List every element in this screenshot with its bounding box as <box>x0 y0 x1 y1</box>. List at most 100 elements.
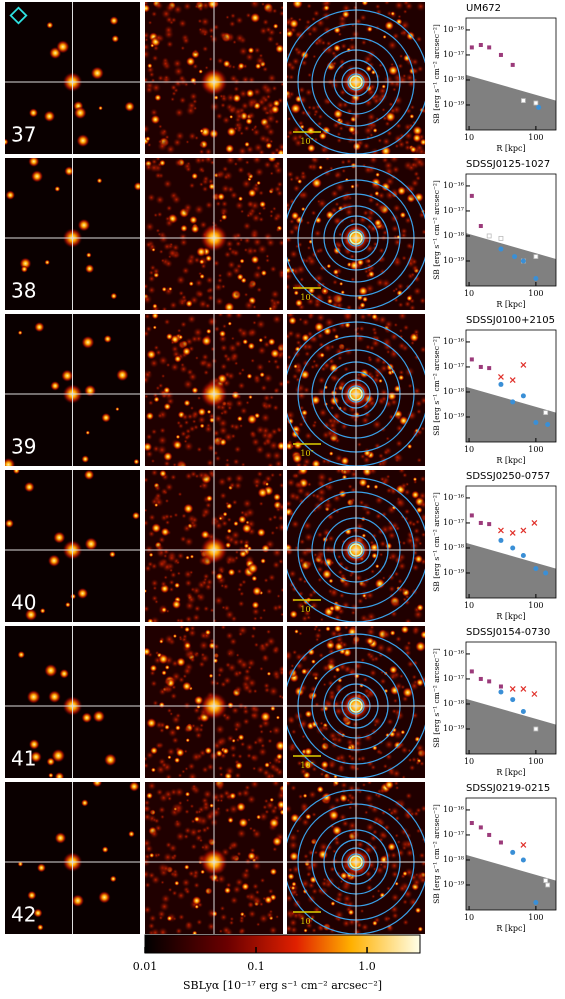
noise <box>365 651 373 658</box>
noise <box>344 207 354 218</box>
noise <box>403 508 411 515</box>
noise <box>287 116 292 122</box>
noise <box>209 803 214 808</box>
noise <box>378 62 383 68</box>
source <box>83 470 95 481</box>
noise <box>300 109 307 116</box>
y-axis-label: SB [erg s⁻¹ cm⁻² arcsec⁻²] <box>432 180 441 280</box>
noise <box>164 664 170 670</box>
noise <box>193 158 204 165</box>
noise <box>155 741 163 750</box>
noise <box>145 519 150 527</box>
noise <box>356 441 363 448</box>
noise <box>147 285 157 295</box>
noise <box>309 600 319 611</box>
noise <box>263 577 269 583</box>
noise <box>397 301 404 308</box>
noise <box>202 605 210 612</box>
noise <box>298 631 303 636</box>
noise <box>159 427 167 434</box>
source <box>116 368 129 382</box>
noise <box>336 117 342 123</box>
point <box>509 377 516 383</box>
noise <box>403 488 411 496</box>
source <box>133 458 140 465</box>
noise <box>220 210 227 216</box>
noise <box>368 470 378 476</box>
noise <box>189 215 198 225</box>
noise <box>335 890 344 899</box>
noise <box>225 15 230 20</box>
noise <box>155 194 165 205</box>
noise <box>318 165 323 170</box>
noise <box>307 105 313 110</box>
noise <box>333 838 341 847</box>
noise <box>330 901 336 907</box>
noise <box>222 35 229 43</box>
noise <box>154 543 165 554</box>
noise <box>340 42 348 50</box>
noise <box>349 253 356 260</box>
noise <box>402 870 408 877</box>
noise <box>256 470 264 478</box>
noise <box>367 355 372 360</box>
noise <box>378 652 384 658</box>
noise <box>271 547 283 558</box>
noise <box>192 724 202 735</box>
noise <box>198 358 208 368</box>
noise <box>380 511 388 518</box>
noise <box>287 477 296 488</box>
noise <box>237 381 246 390</box>
noise <box>277 514 283 522</box>
noise <box>323 362 330 369</box>
noise <box>374 3 381 10</box>
noise <box>267 738 273 744</box>
noise <box>251 882 260 891</box>
noise <box>328 761 336 769</box>
noise <box>277 558 283 565</box>
noise <box>160 761 168 769</box>
noise <box>165 144 176 154</box>
noise <box>375 172 381 178</box>
noise <box>403 143 412 152</box>
noise <box>384 20 395 31</box>
noise <box>362 142 371 151</box>
noise <box>275 740 283 752</box>
source <box>37 924 44 931</box>
noise <box>216 57 224 65</box>
noise <box>185 139 190 144</box>
noise <box>221 323 228 329</box>
noise <box>298 683 308 693</box>
noise <box>195 828 202 835</box>
x-tick-label: 10 <box>464 133 474 142</box>
noise <box>306 614 312 621</box>
source <box>12 470 21 475</box>
noise <box>311 927 317 934</box>
noise <box>353 182 360 189</box>
noise <box>190 818 196 824</box>
noise <box>365 687 376 698</box>
noise <box>247 342 256 350</box>
noise <box>334 453 344 464</box>
noise <box>214 455 222 462</box>
noise <box>264 26 273 34</box>
noise <box>265 93 272 100</box>
noise <box>405 848 415 858</box>
noise <box>145 293 153 305</box>
noise <box>343 366 350 373</box>
noise <box>232 39 237 45</box>
noise <box>156 852 161 858</box>
noise <box>419 138 425 146</box>
noise <box>270 530 276 536</box>
noise <box>329 560 335 566</box>
x-axis-label: R [kpc] <box>496 300 525 309</box>
noise <box>253 642 260 648</box>
source <box>111 34 120 43</box>
noise <box>259 729 265 735</box>
source <box>28 158 40 168</box>
noise <box>183 749 188 754</box>
noise <box>279 809 283 816</box>
noise <box>315 637 320 642</box>
source <box>109 875 117 883</box>
noise <box>295 264 307 275</box>
